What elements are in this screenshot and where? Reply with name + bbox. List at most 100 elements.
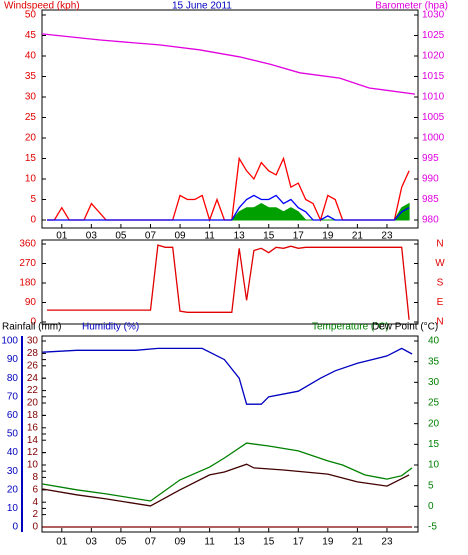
y-tick-label: 360 bbox=[19, 239, 36, 250]
y-tick-label: 0 bbox=[12, 522, 18, 533]
x-tick-label: 07 bbox=[145, 537, 157, 548]
x-tick-label: 01 bbox=[56, 231, 68, 242]
y-tick-label: 15 bbox=[25, 153, 37, 164]
y2-tick-label: 1030 bbox=[422, 10, 445, 21]
y2-tick-label: 1015 bbox=[422, 71, 445, 82]
x-tick-label: 11 bbox=[204, 537, 215, 548]
y2-tick-label: N bbox=[436, 239, 443, 250]
axis-title: 15 June 2011 bbox=[172, 1, 232, 12]
y3-tick-label: 10 bbox=[27, 460, 39, 471]
x-tick-label: 21 bbox=[352, 231, 364, 242]
y-tick-label: 10 bbox=[25, 174, 37, 185]
x-tick-label: 11 bbox=[204, 231, 215, 242]
y-tick-label: 180 bbox=[19, 278, 36, 289]
y-tick-label: 20 bbox=[25, 133, 37, 144]
y2-tick-label: 985 bbox=[422, 194, 439, 205]
x-tick-label: 17 bbox=[293, 537, 305, 548]
x-tick-label: 17 bbox=[293, 231, 305, 242]
x-tick-label: 03 bbox=[86, 231, 98, 242]
y-tick-label: 100 bbox=[1, 336, 18, 347]
y-tick-label: 60 bbox=[7, 410, 19, 421]
x-tick-label: 05 bbox=[115, 537, 127, 548]
y3-tick-label: 4 bbox=[32, 497, 38, 508]
x-tick-label: 01 bbox=[56, 537, 68, 548]
x-tick-label: 03 bbox=[86, 537, 98, 548]
y2-tick-label: E bbox=[437, 297, 444, 308]
series-line bbox=[47, 194, 410, 221]
y2-tick-label: 995 bbox=[422, 153, 439, 164]
y-tick-label: 70 bbox=[7, 391, 19, 402]
x-tick-label: 19 bbox=[322, 231, 334, 242]
y-tick-label: 80 bbox=[7, 373, 19, 384]
y2-tick-label: 1000 bbox=[422, 133, 445, 144]
y-tick-label: 50 bbox=[7, 429, 19, 440]
y-tick-label: 270 bbox=[19, 258, 36, 269]
y-tick-label: 25 bbox=[25, 112, 37, 123]
x-tick-label: 15 bbox=[263, 537, 275, 548]
y2-tick-label: 35 bbox=[428, 356, 440, 367]
axis-title: Temperature (°C) bbox=[312, 322, 389, 333]
y-tick-label: 0 bbox=[30, 317, 36, 328]
y3-tick-label: 30 bbox=[27, 336, 39, 347]
y3-tick-label: 20 bbox=[27, 398, 39, 409]
series-line bbox=[47, 244, 410, 320]
y2-tick-label: 40 bbox=[428, 336, 440, 347]
y3-tick-label: 28 bbox=[27, 348, 39, 359]
plot-area bbox=[41, 239, 419, 325]
y-tick-label: 35 bbox=[25, 71, 37, 82]
x-tick-label: 09 bbox=[174, 537, 186, 548]
y2-tick-label: N bbox=[436, 317, 443, 328]
series-line bbox=[42, 347, 413, 405]
y3-tick-label: 24 bbox=[27, 373, 39, 384]
x-tick-label: 07 bbox=[145, 231, 157, 242]
axis-title: Dew Point (°C) bbox=[372, 322, 438, 333]
y3-tick-label: 2 bbox=[32, 509, 38, 520]
y3-tick-label: 16 bbox=[27, 422, 39, 433]
x-tick-label: 05 bbox=[115, 231, 127, 242]
y3-tick-label: 8 bbox=[32, 472, 38, 483]
axis-title: Rainfall (mm) bbox=[2, 322, 61, 333]
x-tick-label: 09 bbox=[174, 231, 186, 242]
y3-tick-label: 22 bbox=[27, 385, 39, 396]
series-line bbox=[42, 33, 416, 95]
series-line bbox=[42, 442, 413, 502]
y-tick-label: 90 bbox=[7, 354, 19, 365]
y-tick-label: 90 bbox=[25, 297, 37, 308]
plot-area bbox=[41, 335, 419, 533]
y2-tick-label: 1025 bbox=[422, 30, 445, 41]
y-tick-label: 40 bbox=[25, 51, 37, 62]
y2-tick-label: 990 bbox=[422, 174, 439, 185]
y3-tick-label: 14 bbox=[27, 435, 39, 446]
axis-title: Windspeed (kph) bbox=[4, 1, 80, 12]
x-tick-label: 13 bbox=[234, 231, 246, 242]
y2-tick-label: 1020 bbox=[422, 51, 445, 62]
x-tick-label: 19 bbox=[322, 537, 334, 548]
series-line bbox=[42, 463, 410, 507]
y3-tick-label: 18 bbox=[27, 410, 39, 421]
plot-area bbox=[41, 9, 419, 229]
y3-tick-label: 26 bbox=[27, 360, 39, 371]
y2-tick-label: 5 bbox=[428, 480, 434, 491]
y-tick-label: 20 bbox=[7, 484, 19, 495]
x-tick-label: 15 bbox=[263, 231, 275, 242]
y2-tick-label: 980 bbox=[422, 215, 439, 226]
x-tick-label: 23 bbox=[381, 231, 393, 242]
y2-tick-label: 10 bbox=[428, 460, 440, 471]
y2-tick-label: S bbox=[437, 278, 444, 289]
axis-title: Humidity (%) bbox=[82, 322, 139, 333]
y3-tick-label: 12 bbox=[27, 447, 39, 458]
x-tick-label: 21 bbox=[352, 537, 364, 548]
y-tick-label: 45 bbox=[25, 30, 37, 41]
y2-tick-label: 20 bbox=[428, 418, 440, 429]
y-tick-label: 50 bbox=[25, 10, 37, 21]
y2-tick-label: 25 bbox=[428, 398, 440, 409]
y-tick-label: 30 bbox=[25, 92, 37, 103]
y2-tick-label: 1005 bbox=[422, 112, 445, 123]
y3-tick-label: 6 bbox=[32, 484, 38, 495]
y2-tick-label: W bbox=[435, 258, 445, 269]
x-tick-label: 23 bbox=[381, 537, 393, 548]
y-tick-label: 30 bbox=[7, 466, 19, 477]
y-tick-label: 10 bbox=[7, 503, 19, 514]
axis-title: Barometer (hpa) bbox=[375, 1, 448, 12]
